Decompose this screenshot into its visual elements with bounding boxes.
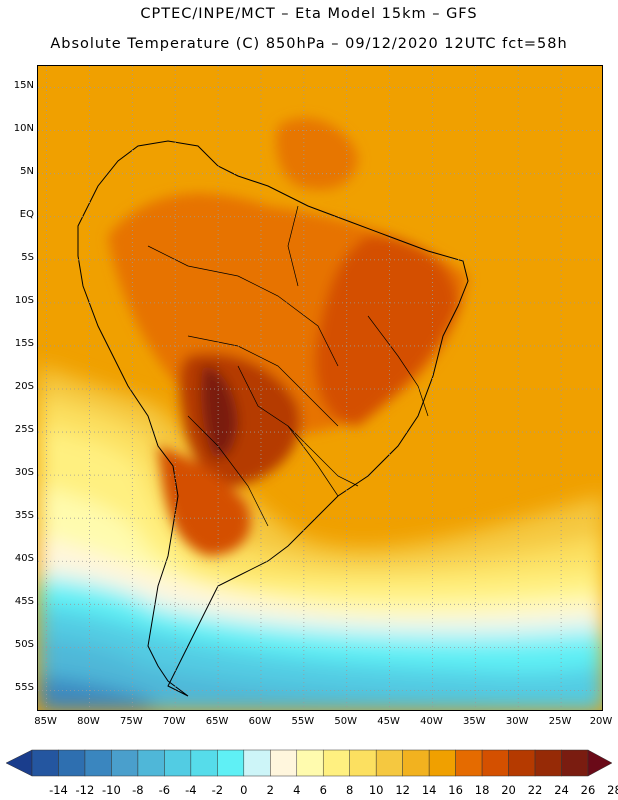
colorbar-label: 8 [346,783,354,797]
warm-cores [108,117,468,556]
colorbar-swatch [137,749,165,777]
colorbar-label: 14 [421,783,437,797]
longitude-label: 45W [377,716,400,727]
continent-outline [77,140,469,697]
colorbar-swatch [31,749,59,777]
colorbar-label: -4 [185,783,197,797]
colorbar-label: 4 [293,783,301,797]
colorbar-label: -6 [158,783,171,797]
longitude-label: 20W [589,716,613,727]
longitude-label: 40W [420,716,443,727]
longitude-label: 30W [505,716,529,727]
latitude-label: 25S [14,424,34,436]
colorbar-swatch [164,749,192,777]
longitude-label: 50W [334,716,358,727]
latitude-label: 20S [14,381,34,392]
colorbar-swatch [58,749,86,777]
longitude-label: 70W [162,716,186,727]
colorbar-label: 18 [474,783,490,797]
colorbar-swatch [375,749,403,777]
longitude-label: 80W [77,716,100,727]
colorbar-swatch [217,749,245,777]
colorbar-label: -10 [102,783,121,797]
colorbar-label: -14 [49,783,68,797]
colorbar-max-arrow [587,749,613,777]
latitude-label: 5S [21,251,34,263]
colorbar-label: -2 [211,783,224,797]
colorbar-swatch [561,749,589,777]
colorbar-label: 22 [527,783,543,797]
longitude-label: 35W [463,716,486,727]
country-borders [147,205,429,527]
chart-title-line1: CPTEC/INPE/MCT – Eta Model 15km – GFS [140,6,478,22]
colorbar-label: 20 [501,783,516,797]
colorbar-swatch [508,749,536,777]
colorbar-swatch [349,749,377,777]
colorbar-swatch [455,749,483,777]
colorbar-swatch [428,749,456,777]
longitude-label: 65W [205,716,229,727]
longitude-label: 60W [248,716,272,727]
latitude-label: 10N [13,122,34,134]
colorbar-label: 12 [395,783,410,797]
colorbar-label: 0 [240,783,248,797]
colorbar-label: 10 [368,783,384,797]
colorbar-swatch [84,749,112,777]
colorbar-label: 26 [580,783,596,797]
colorbar-swatch [243,749,271,777]
latitude-label: EQ [19,208,34,220]
longitude-label: 25W [548,716,572,727]
colorbar-min-arrow [5,749,33,777]
colorbar-label: 28 [607,783,618,797]
colorbar-swatch [296,749,324,777]
latitude-label: 45S [14,596,34,608]
latitude-label: 5N [20,165,34,177]
temperature-map [37,65,603,711]
latitude-label: 35S [14,510,34,522]
longitude-label: 75W [120,716,143,727]
colorbar-label: 24 [554,783,569,797]
longitude-label: 55W [291,716,315,727]
colorbar-label: 16 [448,783,463,797]
colorbar-label: 6 [319,783,327,797]
colorbar-label: -12 [75,783,95,797]
latitude-label: 15N [13,79,34,91]
colorbar-label: 2 [266,783,274,797]
colorbar [5,749,613,777]
latitude-label: 30S [14,467,34,479]
colorbar-swatch [481,749,509,777]
map-canvas [38,66,602,710]
colorbar-swatch [322,749,350,777]
colorbar-swatch [111,749,139,777]
latitude-label: 15S [14,337,34,349]
colorbar-swatch [402,749,430,777]
colorbar-swatch [190,749,218,777]
latitude-label: 55S [14,682,34,694]
longitude-label: 85W [34,716,57,727]
latitude-label: 10S [14,294,34,306]
colorbar-swatch [270,749,298,777]
chart-title-line2: Absolute Temperature (C) 850hPa – 09/12/… [50,36,568,52]
latitude-label: 40S [14,553,34,565]
colorbar-label: -8 [132,783,144,797]
latitude-label: 50S [14,639,34,651]
colorbar-swatch [534,749,562,777]
